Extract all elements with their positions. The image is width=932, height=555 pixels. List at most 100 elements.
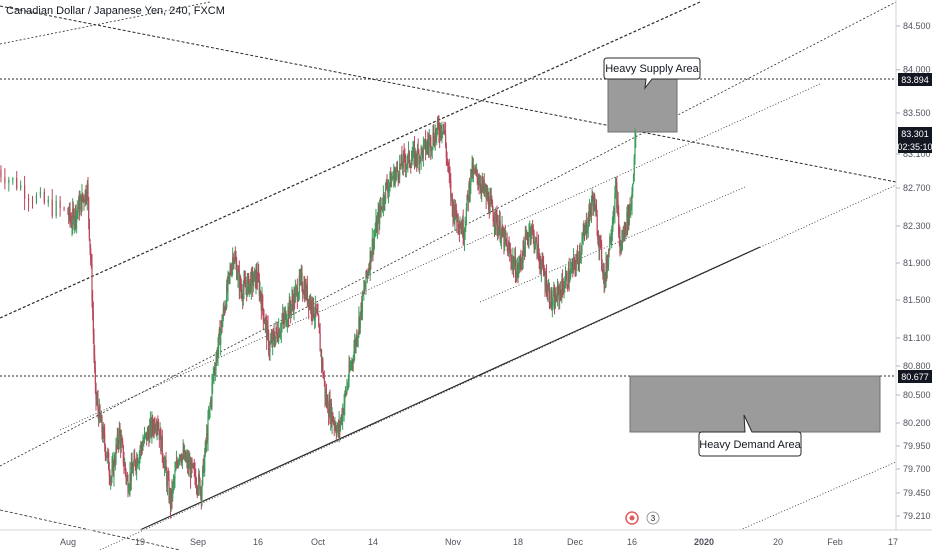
candle-body[interactable] [586,231,588,234]
candle-body[interactable] [575,266,577,271]
candle-body[interactable] [207,417,209,441]
candle-body[interactable] [380,206,382,210]
candle-body[interactable] [274,341,276,345]
candle-body[interactable] [489,197,492,199]
candle-body[interactable] [532,230,534,234]
candle-body[interactable] [146,430,149,441]
candle-body[interactable] [248,275,250,294]
candle-body[interactable] [443,124,445,131]
candle-body[interactable] [619,236,621,254]
candle-body[interactable] [84,190,86,202]
candle-body[interactable] [352,361,354,363]
candle-body[interactable] [76,211,78,223]
candle-body[interactable] [136,457,138,470]
candle-body[interactable] [140,444,143,448]
candle-body[interactable] [126,477,128,479]
candle-body[interactable] [594,205,596,212]
candle-body[interactable] [582,230,584,239]
candle-body[interactable] [309,299,311,307]
candle-body[interactable] [98,410,100,422]
candle-body[interactable] [197,489,199,492]
candle-body[interactable] [186,457,188,459]
candle-body[interactable] [238,270,240,290]
candle-body[interactable] [626,212,628,233]
candle-body[interactable] [218,334,220,348]
candle-body[interactable] [608,249,610,251]
candle-body[interactable] [556,286,559,302]
candle-body[interactable] [248,283,250,294]
candle-body[interactable] [119,427,121,435]
candle-body[interactable] [113,458,115,476]
candle-body[interactable] [531,227,533,233]
candle-body[interactable] [230,272,232,274]
candle-body[interactable] [473,167,475,170]
candle-body[interactable] [430,149,433,152]
candle-body[interactable] [255,272,257,287]
candle-body[interactable] [429,137,431,141]
candle-body[interactable] [498,220,501,230]
candle-body[interactable] [588,213,590,223]
candle-body[interactable] [483,181,485,191]
candle-body[interactable] [288,300,290,319]
candle-body[interactable] [382,194,384,208]
candle-body[interactable] [545,274,548,294]
candle-body[interactable] [500,240,502,241]
candle-body[interactable] [596,215,598,236]
candle-body[interactable] [340,415,342,422]
candle-body[interactable] [444,130,446,134]
candle-body[interactable] [184,450,186,461]
candle-body[interactable] [183,449,185,458]
candle-body[interactable] [264,321,266,325]
candle-body[interactable] [534,245,536,248]
candle-body[interactable] [368,268,371,271]
candle-body[interactable] [263,320,265,322]
candle-body[interactable] [363,289,366,290]
candle-body[interactable] [632,183,634,192]
candle-body[interactable] [195,486,198,488]
candle-body[interactable] [192,464,195,468]
candle-body[interactable] [402,154,404,168]
candle-body[interactable] [149,427,151,443]
candle-body[interactable] [261,295,263,311]
candle-body[interactable] [246,280,248,295]
candle-body[interactable] [115,445,117,463]
candle-body[interactable] [130,472,132,482]
candle-body[interactable] [31,200,34,203]
candle-body[interactable] [510,253,512,261]
candle-body[interactable] [620,241,622,254]
candle-body[interactable] [221,321,223,327]
candle-body[interactable] [551,290,553,307]
candle-body[interactable] [392,178,394,180]
candle-body[interactable] [150,420,152,435]
candle-body[interactable] [112,461,114,476]
candle-body[interactable] [90,248,92,260]
candle-body[interactable] [189,463,191,469]
candle-body[interactable] [557,286,559,289]
candle-body[interactable] [427,144,430,148]
candle-body[interactable] [223,308,225,310]
candle-body[interactable] [68,206,70,217]
candle-body[interactable] [477,182,480,184]
candle-body[interactable] [623,229,625,234]
candle-body[interactable] [485,187,487,199]
candle-body[interactable] [375,220,377,233]
candle-body[interactable] [169,491,172,508]
candle-body[interactable] [173,479,175,481]
candle-body[interactable] [517,266,519,274]
candle-body[interactable] [318,315,320,326]
candle-body[interactable] [214,370,216,372]
candle-body[interactable] [242,289,244,300]
candle-body[interactable] [125,470,127,479]
candle-body[interactable] [166,470,168,487]
candle-body[interactable] [165,459,167,471]
candle-body[interactable] [467,195,469,202]
candle-body[interactable] [518,266,520,274]
candle-body[interactable] [177,463,179,467]
candle-body[interactable] [556,300,558,302]
candle-body[interactable] [181,459,183,463]
candle-body[interactable] [422,149,424,159]
candle-body[interactable] [361,292,364,314]
candle-body[interactable] [407,155,409,164]
candle-body[interactable] [320,350,322,352]
time-axis[interactable]: Aug 19 Sep 16 Oct 14 Nov 18 Dec 16 2020 20 Feb 17 [60,537,898,547]
